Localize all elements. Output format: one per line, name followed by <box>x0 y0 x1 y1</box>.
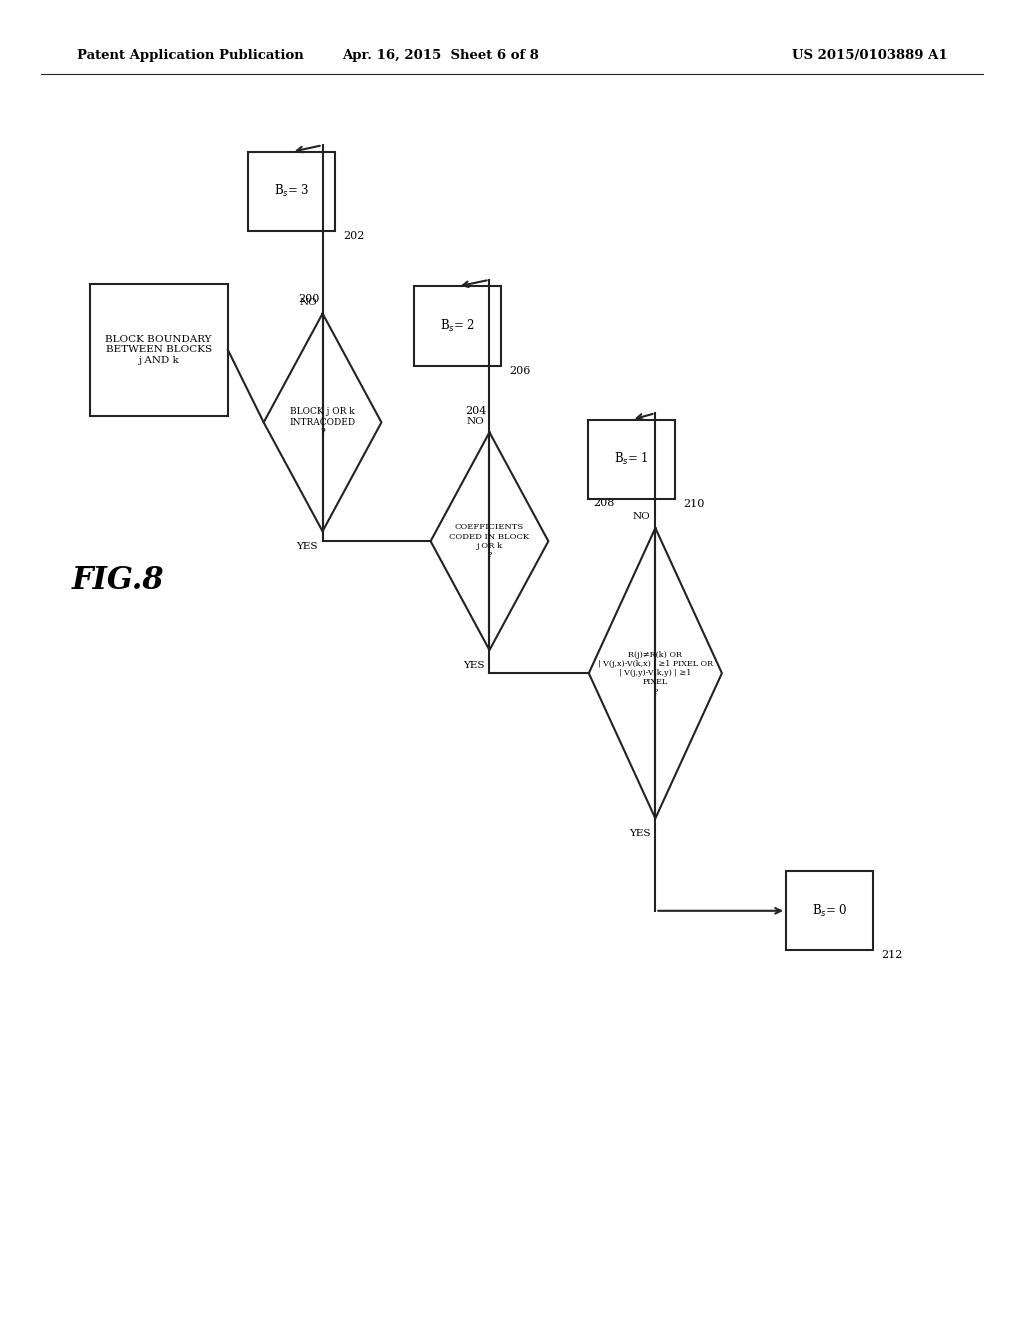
Text: 200: 200 <box>298 293 319 304</box>
FancyBboxPatch shape <box>90 284 227 416</box>
Text: NO: NO <box>300 298 317 306</box>
Text: Patent Application Publication: Patent Application Publication <box>77 49 303 62</box>
Text: R(j)≠R(k) OR
| V(j,x)-V(k,x) | ≥1 PIXEL OR
| V(j,y)-V(k,y) | ≥1
PIXEL
?: R(j)≠R(k) OR | V(j,x)-V(k,x) | ≥1 PIXEL … <box>598 651 713 696</box>
Text: YES: YES <box>629 829 650 838</box>
Text: NO: NO <box>633 512 650 521</box>
FancyBboxPatch shape <box>786 871 872 950</box>
Text: 204: 204 <box>465 405 486 416</box>
Text: 210: 210 <box>684 499 705 510</box>
Polygon shape <box>430 433 549 651</box>
Text: BLOCK j OR k
INTRACODED
?: BLOCK j OR k INTRACODED ? <box>290 408 355 437</box>
Text: Apr. 16, 2015  Sheet 6 of 8: Apr. 16, 2015 Sheet 6 of 8 <box>342 49 539 62</box>
Text: YES: YES <box>463 661 484 669</box>
Text: B$_s$= 2: B$_s$= 2 <box>440 318 475 334</box>
Text: COEFFICIENTS
CODED IN BLOCK
j OR k
?: COEFFICIENTS CODED IN BLOCK j OR k ? <box>450 524 529 558</box>
Text: B$_s$= 0: B$_s$= 0 <box>812 903 847 919</box>
Text: NO: NO <box>467 417 484 425</box>
Text: BLOCK BOUNDARY
BETWEEN BLOCKS
j AND k: BLOCK BOUNDARY BETWEEN BLOCKS j AND k <box>105 335 212 364</box>
Text: 206: 206 <box>510 366 530 376</box>
FancyBboxPatch shape <box>414 286 502 366</box>
Text: 212: 212 <box>881 950 902 961</box>
Polygon shape <box>264 313 381 531</box>
FancyBboxPatch shape <box>248 152 335 231</box>
FancyBboxPatch shape <box>588 420 676 499</box>
Text: B$_s$= 1: B$_s$= 1 <box>614 451 649 467</box>
Text: YES: YES <box>296 541 317 550</box>
Text: 208: 208 <box>593 498 614 508</box>
Text: US 2015/0103889 A1: US 2015/0103889 A1 <box>792 49 947 62</box>
Text: FIG.8: FIG.8 <box>72 565 164 597</box>
Text: B$_s$= 3: B$_s$= 3 <box>274 183 309 199</box>
Polygon shape <box>589 528 722 818</box>
Text: 202: 202 <box>343 231 365 242</box>
